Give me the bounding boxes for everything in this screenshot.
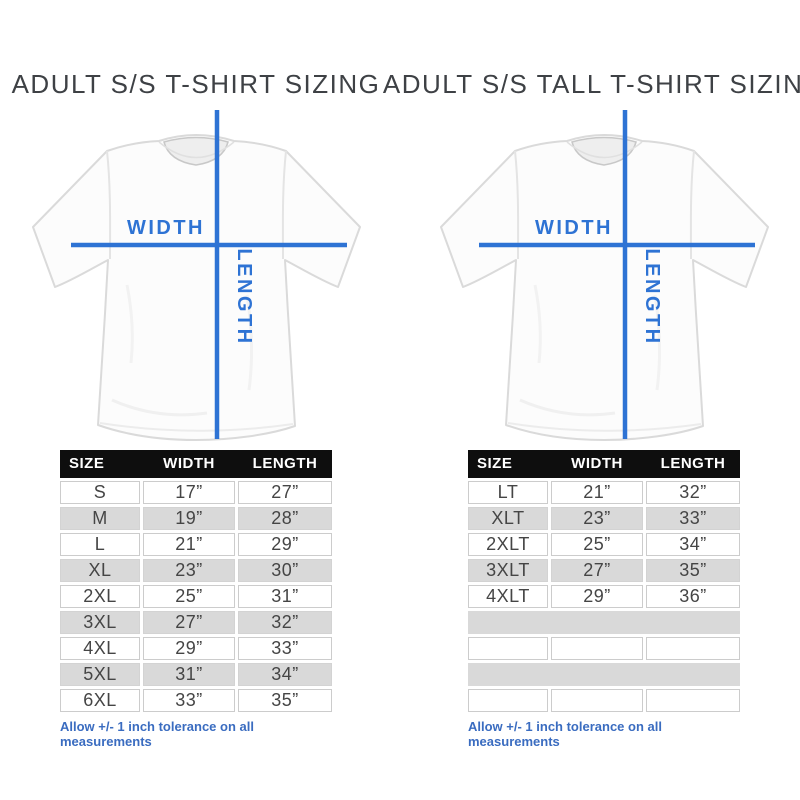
empty-table-cell <box>468 636 548 660</box>
collar-seam <box>566 141 643 158</box>
table-cell: 19” <box>143 506 235 530</box>
table-cell: 27” <box>238 480 332 504</box>
empty-row-bar <box>468 610 740 634</box>
table-cell: 33” <box>238 636 332 660</box>
table-cell: XL <box>60 558 140 582</box>
hem-seam <box>507 421 702 432</box>
table-cell: 21” <box>143 532 235 556</box>
right-sleeve-seam <box>689 150 695 259</box>
tshirt-image: WIDTH LENGTH <box>440 109 769 441</box>
regular-sizing-column: ADULT S/S T-SHIRT SIZING WIDTH LENGTH SI… <box>5 70 387 800</box>
col-header-length: LENGTH <box>660 455 726 473</box>
tall-tshirt-diagram: WIDTH LENGTH <box>415 105 793 448</box>
wrinkle <box>111 398 208 416</box>
table-cell: 2XLT <box>468 532 548 556</box>
table-cell: 3XL <box>60 610 140 634</box>
table-cell: 33” <box>143 688 235 712</box>
table-cell: 34” <box>238 662 332 686</box>
table-cell: 23” <box>143 558 235 582</box>
table-cell: 4XLT <box>468 584 548 608</box>
table-header-row: SIZE WIDTH LENGTH <box>60 449 332 478</box>
wrinkle <box>125 284 134 363</box>
table-cell: 30” <box>238 558 332 582</box>
table-cell: 17” <box>143 480 235 504</box>
wrinkle <box>533 284 542 363</box>
table-cell: S <box>60 480 140 504</box>
table-cell: 2XL <box>60 584 140 608</box>
left-sleeve-seam <box>514 150 520 259</box>
tolerance-note: Allow +/- 1 inch tolerance on all measur… <box>468 718 662 749</box>
table-cell: 4XL <box>60 636 140 660</box>
table-cell: 25” <box>551 532 643 556</box>
hem-seam <box>99 421 294 432</box>
table-cell: 21” <box>551 480 643 504</box>
table-cell: 33” <box>646 506 740 530</box>
table-cell: L <box>60 532 140 556</box>
table-header-row: SIZE WIDTH LENGTH <box>468 449 740 478</box>
col-header-size: SIZE <box>477 455 513 473</box>
table-cell: 23” <box>551 506 643 530</box>
tall-sizing-table: SIZE WIDTH LENGTH LT 21” 32” XLT 23” 33” 2XLT 2… <box>468 449 740 712</box>
table-cell: 35” <box>646 558 740 582</box>
regular-sizing-table: SIZE WIDTH LENGTH S 17” 27” M 19” 28” L 21” 29” X… <box>60 449 332 712</box>
right-sleeve-seam <box>281 150 287 259</box>
col-header-width: WIDTH <box>163 455 215 473</box>
table-cell: 29” <box>143 636 235 660</box>
table-cell: 28” <box>238 506 332 530</box>
width-label: WIDTH <box>535 217 613 239</box>
col-header-width: WIDTH <box>571 455 623 473</box>
table-cell: 29” <box>551 584 643 608</box>
table-cell: 6XL <box>60 688 140 712</box>
tshirt-collar <box>163 136 229 166</box>
regular-tshirt-diagram: WIDTH LENGTH <box>7 105 385 448</box>
table-cell: 32” <box>646 480 740 504</box>
table-cell: XLT <box>468 506 548 530</box>
table-cell: LT <box>468 480 548 504</box>
table-cell: 35” <box>238 688 332 712</box>
tshirt-collar <box>571 136 637 166</box>
length-label: LENGTH <box>641 248 663 345</box>
tall-sizing-column: ADULT S/S TALL T-SHIRT SIZING WIDTH LENG… <box>383 70 800 800</box>
col-header-size: SIZE <box>69 455 105 473</box>
width-label: WIDTH <box>127 217 205 239</box>
empty-table-cell <box>646 636 740 660</box>
table-cell: 25” <box>143 584 235 608</box>
tshirt-body <box>32 133 361 441</box>
tshirt-image: WIDTH LENGTH <box>32 109 361 441</box>
empty-table-cell <box>646 688 740 712</box>
regular-sizing-title: ADULT S/S T-SHIRT SIZING <box>11 69 381 99</box>
table-cell: 32” <box>238 610 332 634</box>
table-cell: 5XL <box>60 662 140 686</box>
table-cell: M <box>60 506 140 530</box>
empty-table-cell <box>551 636 643 660</box>
table-cell: 34” <box>646 532 740 556</box>
left-sleeve-seam <box>106 150 112 259</box>
wrinkle <box>245 294 254 390</box>
tshirt-body <box>440 133 769 441</box>
wrinkle <box>519 398 616 416</box>
tolerance-note: Allow +/- 1 inch tolerance on all measur… <box>60 718 254 749</box>
table-cell: 27” <box>143 610 235 634</box>
tall-sizing-title: ADULT S/S TALL T-SHIRT SIZING <box>382 69 800 99</box>
empty-table-cell <box>551 688 643 712</box>
table-cell: 31” <box>238 584 332 608</box>
table-cell: 36” <box>646 584 740 608</box>
collar-seam <box>158 141 235 158</box>
empty-row-bar <box>468 662 740 686</box>
table-cell: 31” <box>143 662 235 686</box>
table-cell: 3XLT <box>468 558 548 582</box>
table-cell: 27” <box>551 558 643 582</box>
empty-table-cell <box>468 688 548 712</box>
length-label: LENGTH <box>233 248 255 345</box>
wrinkle <box>653 294 662 390</box>
col-header-length: LENGTH <box>252 455 318 473</box>
table-cell: 29” <box>238 532 332 556</box>
